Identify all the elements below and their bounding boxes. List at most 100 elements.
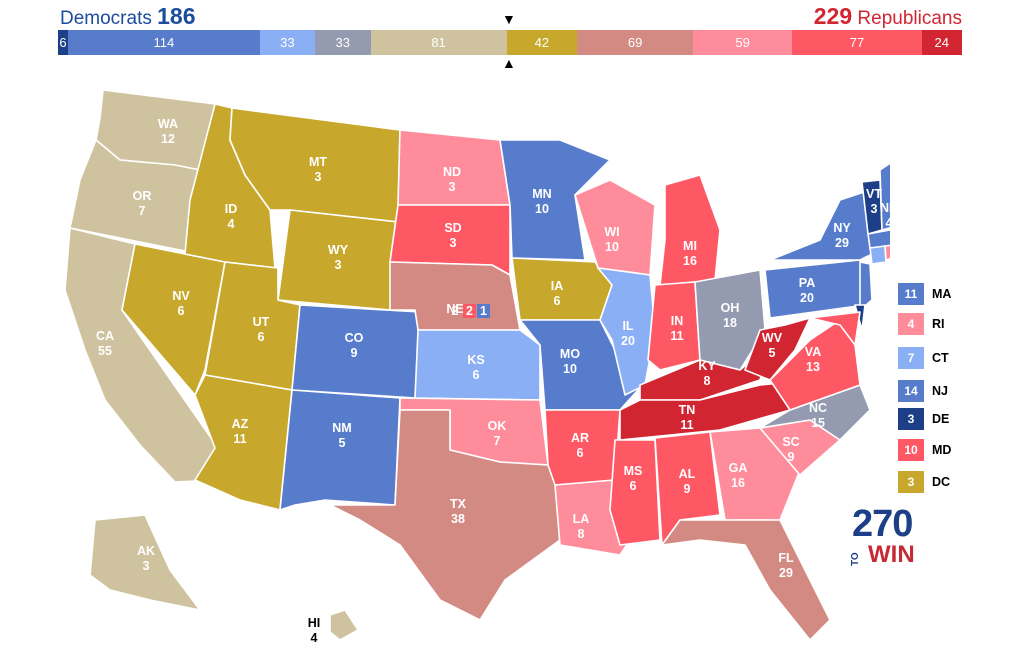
bar-segment: 59	[693, 30, 793, 55]
republicans-header: 229 Republicans	[814, 2, 962, 33]
state-abbr-nd: ND	[443, 165, 461, 179]
state-nj[interactable]	[859, 261, 873, 311]
state-abbr-ny: NY	[833, 221, 851, 235]
legend-state-name: DE	[932, 412, 950, 426]
state-ev-in: 11	[670, 329, 683, 343]
state-ev-ut: 6	[258, 330, 265, 344]
state-md[interactable]	[809, 311, 861, 346]
state-ev-hi: 4	[311, 631, 318, 645]
state-abbr-ms: MS	[624, 464, 643, 478]
republicans-label: Republicans	[857, 8, 962, 29]
legend-row-ri[interactable]: 4 RI	[898, 313, 1008, 335]
state-abbr-ar: AR	[571, 431, 589, 445]
state-abbr-mi: MI	[683, 239, 697, 253]
legend-row-ct[interactable]: 7 CT	[898, 347, 1008, 369]
state-ev-az: 11	[233, 432, 246, 446]
midpoint-marker-up-icon: ▲	[502, 55, 516, 71]
legend-row-de[interactable]: 3 DE	[898, 408, 1008, 430]
state-abbr-nv: NV	[172, 289, 190, 303]
270towin-logo[interactable]: 270 TO WIN	[850, 503, 922, 570]
legend-ev-box: 7	[898, 347, 924, 369]
state-hi[interactable]	[329, 609, 359, 641]
state-ga[interactable]	[709, 427, 801, 521]
legend-row-ma[interactable]: 11 MA	[898, 283, 1008, 305]
midpoint-marker-down-icon: ▼	[502, 11, 516, 27]
state-mi[interactable]	[659, 174, 721, 286]
state-ev-co: 9	[351, 346, 358, 360]
state-ev-ga: 16	[731, 476, 745, 490]
bar-segment: 6	[58, 30, 69, 55]
state-abbr-or: OR	[133, 189, 152, 203]
state-abbr-ak: AK	[137, 544, 155, 558]
state-abbr-wy: WY	[328, 243, 349, 257]
bar-segment: 114	[68, 30, 260, 55]
state-mn[interactable]	[499, 139, 611, 261]
state-abbr-al: AL	[679, 467, 696, 481]
state-il[interactable]	[597, 267, 656, 396]
state-ev-mt: 3	[315, 170, 322, 184]
state-wv[interactable]	[744, 317, 811, 381]
state-ev-ia: 6	[554, 294, 561, 308]
state-ev-sc: 9	[788, 450, 795, 464]
state-abbr-co: CO	[345, 331, 364, 345]
bar-segment: 77	[792, 30, 922, 55]
state-abbr-wa: WA	[158, 117, 178, 131]
state-abbr-sc: SC	[782, 435, 799, 449]
legend-state-name: NJ	[932, 384, 948, 398]
state-ma[interactable]	[867, 228, 890, 249]
state-ak[interactable]	[89, 514, 201, 611]
state-ev-fl: 29	[779, 566, 793, 580]
legend-state-name: MA	[932, 287, 952, 301]
state-abbr-oh: OH	[721, 301, 740, 315]
state-ct[interactable]	[869, 245, 887, 265]
state-abbr-fl: FL	[778, 551, 794, 565]
bar-segment: 81	[370, 30, 507, 55]
state-ev-il: 20	[621, 334, 635, 348]
bar-segment: 42	[506, 30, 578, 55]
state-tx[interactable]	[329, 409, 561, 621]
state-nm[interactable]	[279, 389, 401, 511]
state-abbr-sd: SD	[444, 221, 461, 235]
legend-ev-box: 3	[898, 408, 924, 430]
state-abbr-vt: VT	[866, 187, 882, 201]
legend-state-name: MD	[932, 443, 952, 457]
state-ev-nc: 15	[811, 416, 825, 430]
state-ev-nd: 3	[449, 180, 456, 194]
bar-segment: 24	[921, 30, 962, 55]
state-ks[interactable]	[414, 329, 541, 401]
bar-segment: 33	[315, 30, 371, 55]
state-ev-mo: 10	[563, 362, 577, 376]
bar-segment: 69	[577, 30, 694, 55]
legend-row-nj[interactable]: 14 NJ	[898, 380, 1008, 402]
legend-ev-box: 14	[898, 380, 924, 402]
us-electoral-map: WA12OR7CA55ID4NV6MT3WY3UT6AZ11CO9NM5ND3S…	[64, 89, 890, 645]
state-ev-ok: 7	[494, 434, 501, 448]
logo-win: WIN	[868, 541, 915, 568]
state-nh[interactable]	[879, 162, 890, 231]
state-abbr-il: IL	[622, 319, 633, 333]
district-ev: 2	[466, 304, 473, 318]
state-abbr-ks: KS	[467, 353, 484, 367]
legend-ev-box: 3	[898, 471, 924, 493]
state-abbr-nc: NC	[809, 401, 827, 415]
state-abbr-nm: NM	[332, 421, 351, 435]
state-ri[interactable]	[884, 244, 890, 261]
state-ms[interactable]	[609, 439, 661, 546]
legend-ev-box: 4	[898, 313, 924, 335]
state-abbr-mn: MN	[532, 187, 551, 201]
state-ev-ca: 55	[98, 344, 112, 358]
state-abbr-ne: NE	[446, 302, 463, 316]
state-al[interactable]	[654, 431, 721, 546]
state-in[interactable]	[647, 281, 701, 371]
legend-row-md[interactable]: 10 MD	[898, 439, 1008, 461]
state-wi[interactable]	[574, 179, 656, 276]
state-abbr-id: ID	[225, 202, 238, 216]
democrats-total: 186	[157, 3, 196, 29]
legend-state-name: RI	[932, 317, 945, 331]
logo-number: 270	[852, 503, 913, 545]
state-ev-id: 4	[228, 217, 235, 231]
district-ev: 1	[480, 304, 487, 318]
state-ev-oh: 18	[723, 316, 737, 330]
legend-row-dc[interactable]: 3 DC	[898, 471, 1008, 493]
state-fl[interactable]	[661, 519, 831, 641]
